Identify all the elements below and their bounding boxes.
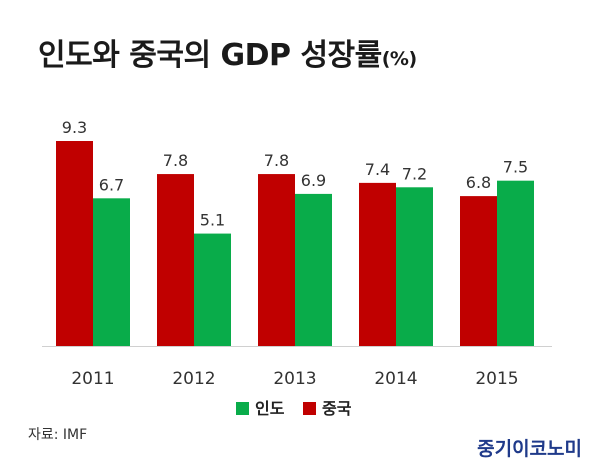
bar-india-2014 [396, 187, 433, 346]
x-tick-label-2014: 2014 [374, 369, 417, 389]
bar-china-2015 [460, 196, 497, 346]
brand-logo: 중기이코노미 [477, 438, 582, 460]
bar-india-2015 [497, 180, 534, 346]
bar-india-2012 [194, 233, 231, 346]
data-label-india-2011: 6.7 [99, 175, 124, 194]
chart-title-unit: (%) [381, 48, 417, 70]
bar-china-2013 [258, 174, 295, 346]
data-label-india-2015: 7.5 [503, 158, 528, 177]
bar-china-2011 [56, 141, 93, 346]
x-tick-label-2012: 2012 [172, 369, 215, 389]
bar-china-2014 [359, 182, 396, 346]
legend-swatch-china [303, 402, 316, 415]
source-note: 자료: IMF [28, 427, 88, 443]
data-label-china-2014: 7.4 [365, 160, 390, 179]
legend-label-india: 인도 [255, 399, 285, 418]
bar-china-2012 [157, 174, 194, 346]
x-tick-label-2011: 2011 [71, 369, 114, 389]
data-label-india-2012: 5.1 [200, 211, 225, 230]
chart-title: 인도와 중국의 GDP 성장률(%) [38, 30, 417, 74]
chart-title-text: 인도와 중국의 GDP 성장률 [38, 38, 382, 73]
x-tick-label-2013: 2013 [273, 369, 316, 389]
bar-india-2013 [295, 193, 332, 346]
data-label-china-2013: 7.8 [264, 151, 289, 170]
data-label-china-2015: 6.8 [466, 173, 491, 192]
bar-india-2011 [93, 198, 130, 346]
legend-swatch-india [236, 402, 249, 415]
x-tick-label-2015: 2015 [475, 369, 518, 389]
data-label-india-2013: 6.9 [301, 171, 326, 190]
data-label-india-2014: 7.2 [402, 164, 427, 183]
data-label-china-2012: 7.8 [163, 151, 188, 170]
data-label-china-2011: 9.3 [62, 118, 87, 137]
legend-label-china: 중국 [322, 399, 352, 418]
